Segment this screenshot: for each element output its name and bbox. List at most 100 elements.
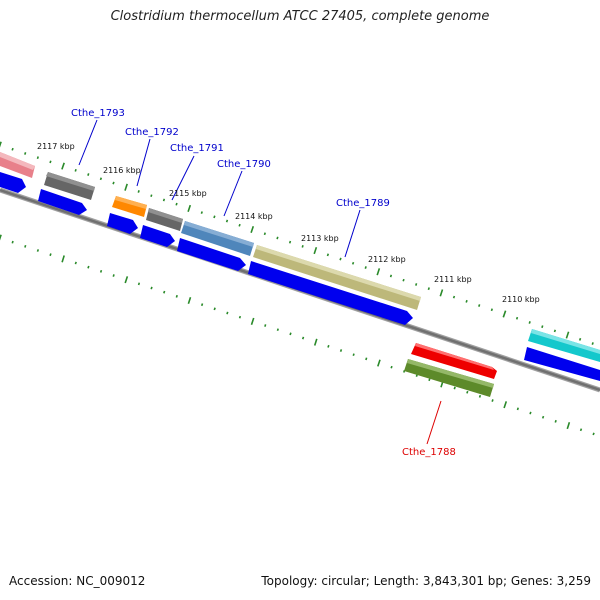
minor-tick [415,283,418,286]
major-tick [187,204,192,212]
major-tick [250,225,255,234]
scale-label: 2116 kbp [103,166,141,175]
minor-tick [553,329,557,333]
cds-arrow-5[interactable] [177,238,246,271]
major-tick [61,162,65,170]
gene-label-cthe-1788[interactable]: Cthe_1788 [402,447,456,458]
minor-tick [478,304,481,307]
minor-tick [364,266,367,269]
minor-tick [276,236,279,240]
minor-tick [529,411,532,415]
major-tick [502,310,507,318]
minor-tick [263,232,266,236]
scale-label: 2111 kbp [434,275,472,284]
minor-tick [200,211,203,214]
minor-tick [541,415,545,419]
gene-labels: Cthe_1793 Cthe_1792 Cthe_1791 Cthe_1790 … [71,108,456,458]
scale-label: 2115 kbp [169,189,207,198]
minor-tick [326,253,330,257]
cds-arrow-3[interactable] [107,213,138,234]
major-tick [0,141,2,148]
minor-tick [491,399,494,402]
minor-tick [402,278,405,282]
major-tick [0,234,2,241]
minor-tick [264,324,267,327]
minor-tick [478,394,482,398]
feature-red[interactable] [411,343,497,379]
scale-label: 2117 kbp [37,142,75,151]
minor-tick [516,407,519,411]
minor-tick [592,432,595,436]
minor-tick [238,223,241,227]
scale-label: 2114 kbp [235,212,273,221]
major-tick [376,268,381,276]
minor-tick [238,315,242,319]
minor-tick [74,261,77,265]
genome-summary-text: Topology: circular; Length: 3,843,301 bp… [261,574,591,588]
minor-tick [150,286,153,290]
gene-label-cthe-1789[interactable]: Cthe_1789 [336,198,390,209]
gene-label-cthe-1791[interactable]: Cthe_1791 [170,143,224,154]
minor-tick [365,357,368,361]
minor-tick [591,342,594,345]
gene-label-cthe-1793[interactable]: Cthe_1793 [71,108,125,119]
minor-tick [541,325,544,329]
major-tick [313,247,318,255]
minor-tick [490,308,493,312]
cds-arrow-2[interactable] [38,189,87,215]
minor-tick [163,290,166,294]
minor-tick [276,328,279,332]
scale-label: 2112 kbp [368,255,406,264]
accession-text: Accession: NC_009012 [9,574,146,588]
minor-tick [301,336,305,340]
cds-arrow-7[interactable] [524,347,600,381]
minor-tick [137,190,140,193]
minor-tick [327,344,330,348]
major-tick [566,421,571,430]
minor-tick [200,303,204,307]
major-tick [377,359,381,367]
major-tick [124,276,129,284]
minor-tick [99,177,103,181]
minor-tick [36,249,40,252]
minor-tick [289,332,292,336]
minor-tick [428,378,431,382]
minor-tick [112,181,115,185]
minor-tick [112,274,115,277]
minor-tick [175,294,178,298]
major-tick [187,296,192,305]
gene-label-cthe-1792[interactable]: Cthe_1792 [125,127,179,138]
minor-tick [515,316,519,320]
cds-track-forward [0,172,600,381]
major-tick [503,401,508,409]
minor-tick [74,168,77,172]
minor-tick [87,173,90,176]
cds-arrow-6[interactable] [248,261,413,325]
cds-arrow-1[interactable] [0,172,26,193]
major-tick [565,331,570,339]
minor-tick [351,261,355,265]
minor-tick [137,282,141,286]
minor-tick [554,419,557,423]
scale-label: 2113 kbp [301,234,339,243]
minor-tick [301,245,304,248]
minor-tick [24,244,27,248]
major-tick [250,317,255,325]
minor-tick [465,299,468,303]
minor-tick [49,253,52,257]
minor-tick [213,215,216,219]
major-tick [439,289,444,297]
label-leaders [78,119,442,445]
minor-tick [24,152,27,155]
minor-tick [213,307,216,311]
cds-arrow-4[interactable] [140,225,175,247]
minor-tick [288,240,292,244]
feature-track-lower [404,343,497,397]
gene-label-cthe-1790[interactable]: Cthe_1790 [217,159,271,170]
major-tick [61,255,65,263]
minor-tick [11,147,14,151]
minor-tick [466,390,469,394]
minor-tick [36,156,39,160]
minor-tick [453,386,456,390]
